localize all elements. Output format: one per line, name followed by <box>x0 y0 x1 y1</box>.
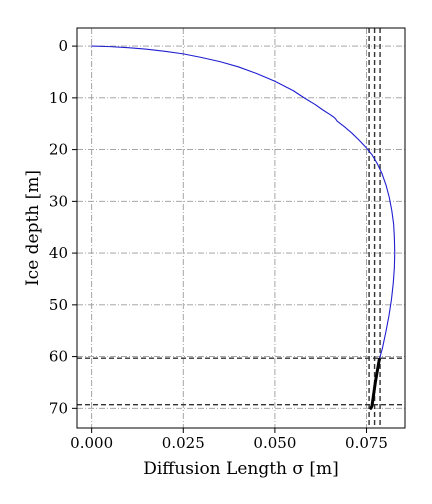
axis-ticks: 0.000 0.025 0.050 0.075 0 10 20 30 40 50 60 70 <box>49 37 388 452</box>
y-tick-label: 40 <box>49 244 68 262</box>
y-tick-label: 50 <box>49 296 68 314</box>
x-axis-label: Diffusion Length σ [m] <box>143 459 339 479</box>
plot-frame <box>76 27 406 429</box>
y-tick-label: 0 <box>58 37 68 55</box>
y-tick-label: 60 <box>49 348 68 366</box>
grid-lines <box>77 28 405 428</box>
reference-lines <box>77 28 405 428</box>
x-tick-label: 0.075 <box>345 434 388 452</box>
highlighted-segment-line <box>369 357 381 410</box>
y-axis-label: Ice depth [m] <box>23 170 43 286</box>
y-tick-label: 30 <box>49 192 68 210</box>
data-series <box>91 45 396 410</box>
y-tick-label: 70 <box>49 399 68 417</box>
x-tick-label: 0.025 <box>162 434 205 452</box>
diffusion-length-profile-line <box>91 45 396 360</box>
x-tick-label: 0.000 <box>70 434 113 452</box>
y-tick-label: 10 <box>49 89 68 107</box>
y-tick-label: 20 <box>49 141 68 159</box>
x-tick-label: 0.050 <box>253 434 296 452</box>
